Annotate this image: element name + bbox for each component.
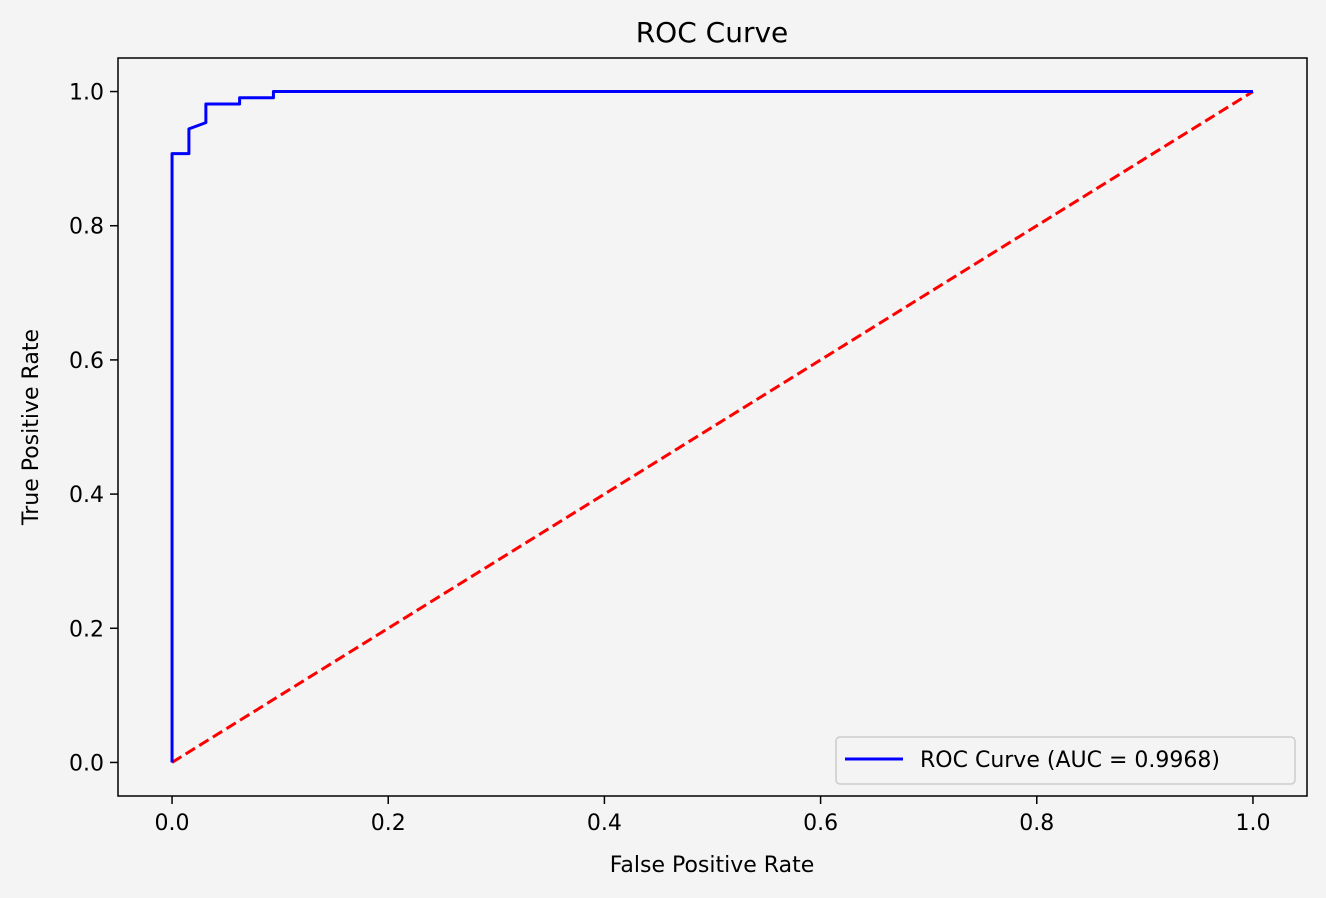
y-tick-label: 0.8 (69, 215, 104, 240)
x-tick-label: 0.2 (371, 811, 406, 836)
y-axis-label: True Positive Rate (19, 329, 44, 526)
plot-lines (170, 90, 1254, 764)
legend: ROC Curve (AUC = 0.9968) (835, 736, 1296, 785)
legend-box (835, 736, 1296, 785)
x-tick-label: 0.4 (587, 811, 622, 836)
plot-frame (117, 57, 1308, 797)
x-tick-label: 0.6 (803, 811, 838, 836)
y-tick-label: 0.4 (69, 483, 104, 508)
random-baseline-line (171, 90, 1254, 764)
y-axis-ticks: 0.0 0.2 0.4 0.6 0.8 1.0 (69, 81, 118, 776)
x-tick-label: 1.0 (1235, 811, 1270, 836)
legend-label-roc: ROC Curve (AUC = 0.9968) (920, 748, 1220, 773)
x-tick-label: 0.8 (1019, 811, 1054, 836)
x-axis-label: False Positive Rate (610, 853, 814, 878)
y-tick-label: 0.0 (69, 751, 104, 776)
chart-title: ROC Curve (636, 16, 789, 49)
x-axis-ticks: 0.0 0.2 0.4 0.6 0.8 1.0 (155, 796, 1270, 836)
y-tick-label: 0.6 (69, 349, 104, 374)
roc-curve-line (170, 90, 1253, 763)
y-tick-label: 1.0 (69, 81, 104, 106)
y-tick-label: 0.2 (69, 617, 104, 642)
x-tick-label: 0.0 (155, 811, 190, 836)
